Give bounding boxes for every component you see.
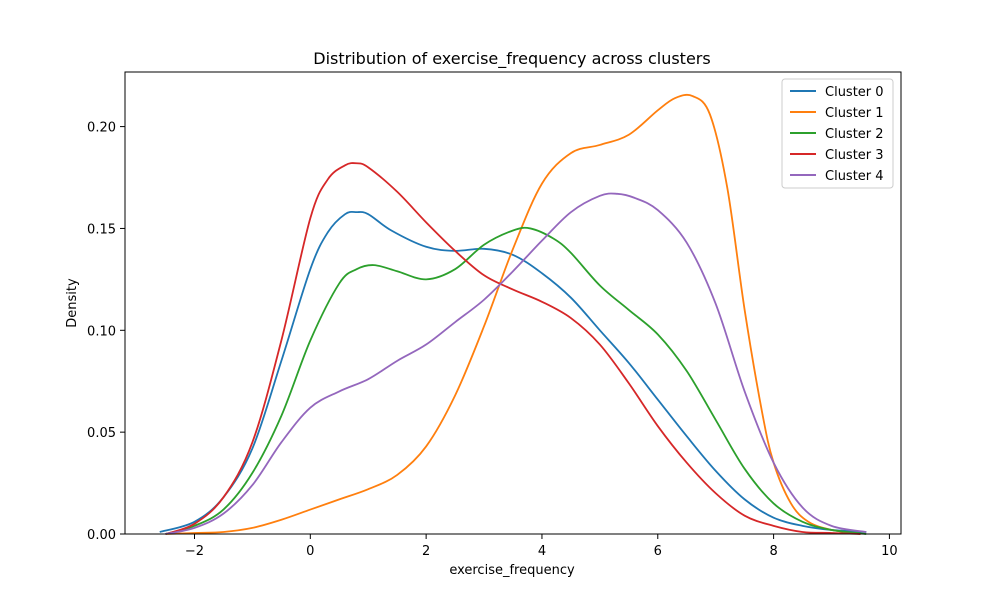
legend-label-cluster-3: Cluster 3: [825, 148, 884, 163]
x-axis-ticks: −2 0 2 4 6 8 10: [185, 534, 898, 559]
y-axis-label: Density: [65, 278, 80, 328]
x-tick-label: 0: [306, 544, 314, 559]
series-lines: [159, 93, 867, 535]
y-tick-label: 0.05: [87, 426, 116, 441]
x-tick-label: 4: [538, 544, 546, 559]
legend-label-cluster-0: Cluster 0: [825, 85, 884, 100]
y-tick-label: 0.00: [87, 528, 116, 543]
series-line-cluster-3: [165, 162, 861, 535]
series-line-cluster-4: [165, 192, 867, 535]
legend-box: [781, 78, 894, 189]
x-tick-label: 8: [769, 544, 777, 559]
y-tick-label: 0.10: [87, 324, 116, 339]
chart-title: Distribution of exercise_frequency acros…: [313, 49, 710, 69]
x-axis-label: exercise_frequency: [449, 563, 575, 578]
x-tick-label: −2: [185, 544, 204, 559]
y-tick-label: 0.15: [87, 222, 116, 237]
y-tick-label: 0.20: [87, 121, 116, 136]
x-tick-label: 6: [654, 544, 662, 559]
legend: Cluster 0 Cluster 1 Cluster 2 Cluster 3 Clus…: [781, 78, 894, 189]
legend-label-cluster-1: Cluster 1: [825, 106, 884, 121]
x-tick-label: 10: [881, 544, 898, 559]
legend-label-cluster-4: Cluster 4: [825, 169, 884, 184]
legend-label-cluster-2: Cluster 2: [825, 127, 884, 142]
y-axis-ticks: 0.00 0.05 0.10 0.15 0.20: [87, 121, 125, 543]
series-line-cluster-1: [165, 93, 861, 535]
series-line-cluster-0: [159, 210, 867, 533]
x-tick-label: 2: [422, 544, 430, 559]
plot-area-frame: [124, 71, 902, 535]
series-line-cluster-2: [165, 226, 867, 535]
